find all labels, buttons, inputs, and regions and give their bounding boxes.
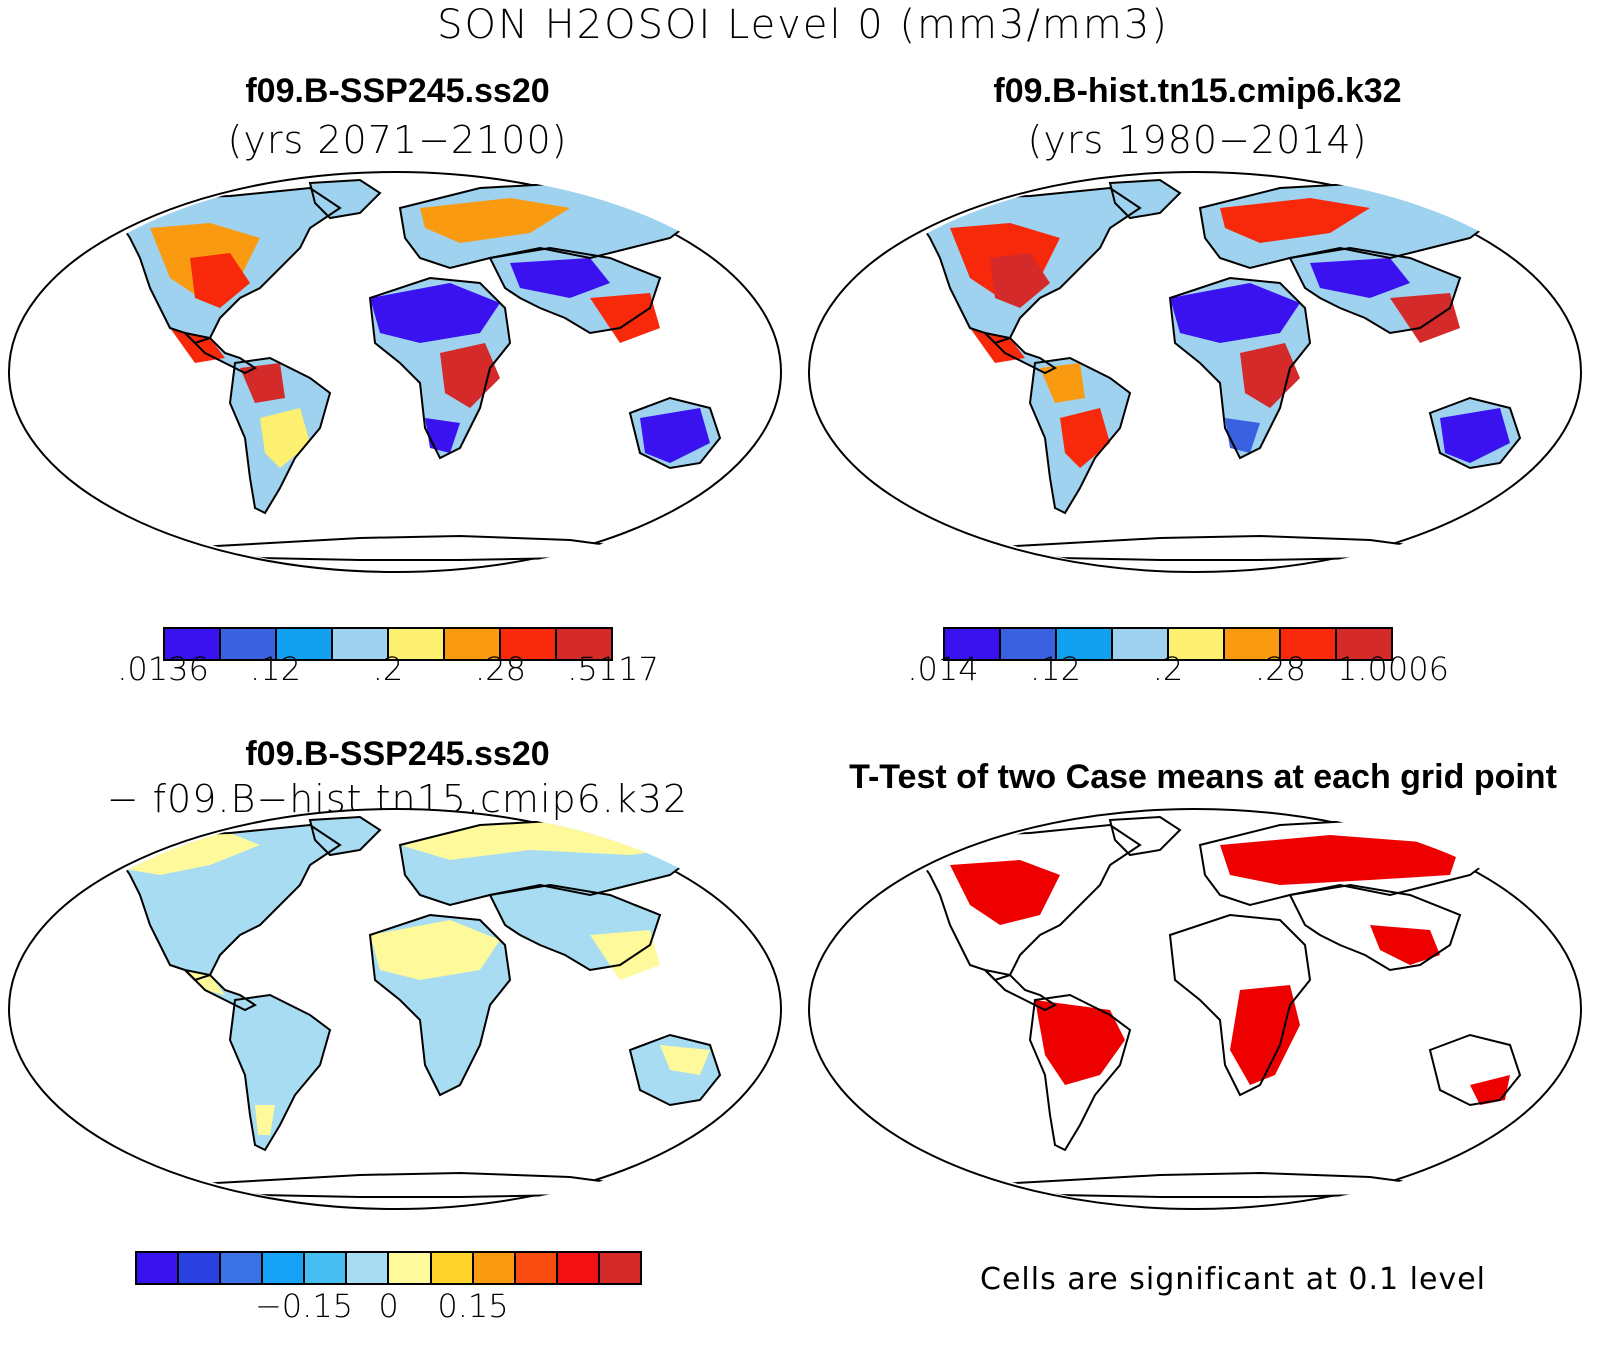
panel-subtitle-top-right: (yrs 1980−2014) bbox=[1027, 118, 1368, 162]
colorbar-swatch bbox=[1113, 629, 1169, 659]
panel-subtitle-top-left: (yrs 2071−2100) bbox=[227, 118, 568, 162]
colorbar-swatch bbox=[501, 629, 557, 659]
colorbar-swatch bbox=[945, 629, 1001, 659]
colorbar-bottom-left bbox=[135, 1251, 642, 1285]
significance-note: Cells are significant at 0.1 level bbox=[980, 1262, 1487, 1297]
colorbar-tick-label: .2 bbox=[1152, 650, 1184, 688]
colorbar-swatch bbox=[389, 629, 445, 659]
colorbar-swatch bbox=[557, 629, 611, 659]
colorbar-swatch bbox=[165, 629, 221, 659]
colorbar-tick-label: .28 bbox=[475, 650, 526, 688]
colorbar-swatch bbox=[1169, 629, 1225, 659]
colorbar-labels-top-right: .014 .12 .2 .28 1.0006 bbox=[907, 650, 1449, 694]
colorbar-swatch bbox=[137, 1253, 180, 1283]
colorbar-swatch bbox=[179, 1253, 222, 1283]
colorbar-labels-top-left: .0136 .12 .2 .28 .5117 bbox=[117, 650, 659, 694]
colorbar-swatch bbox=[431, 1253, 474, 1283]
figure-title: SON H2OSOI Level 0 (mm3/mm3) bbox=[437, 2, 1169, 48]
colorbar-swatch bbox=[263, 1253, 306, 1283]
colorbar-swatch bbox=[221, 629, 277, 659]
colorbar-tick-label: .12 bbox=[1030, 650, 1081, 688]
colorbar-tick-label: .014 bbox=[907, 650, 979, 688]
colorbar-tick-label: −0.15 bbox=[254, 1287, 354, 1325]
colorbar-swatch bbox=[221, 1253, 264, 1283]
colorbar-swatch bbox=[347, 1253, 390, 1283]
colorbar-swatch bbox=[277, 629, 333, 659]
colorbar-tick-label: .2 bbox=[372, 650, 404, 688]
panel-title-bottom-left: f09.B-SSP245.ss20 bbox=[245, 735, 550, 773]
colorbar-swatch bbox=[305, 1253, 348, 1283]
colorbar-swatch bbox=[1057, 629, 1113, 659]
panel-title-bottom-right: T-Test of two Case means at each grid po… bbox=[849, 758, 1557, 796]
colorbar-swatch bbox=[1337, 629, 1391, 659]
colorbar-tick-label: .0136 bbox=[117, 650, 209, 688]
colorbar-labels-bottom-left: −0.15 0 0.15 bbox=[135, 1287, 642, 1331]
map-bottom-left bbox=[8, 808, 782, 1210]
colorbar-swatch bbox=[445, 629, 501, 659]
colorbar-top-left bbox=[163, 627, 613, 661]
colorbar-swatch bbox=[1225, 629, 1281, 659]
panel-title-top-left: f09.B-SSP245.ss20 bbox=[245, 72, 550, 110]
colorbar-top-right bbox=[943, 627, 1393, 661]
colorbar-tick-label: .5117 bbox=[567, 650, 659, 688]
colorbar-tick-label: 1.0006 bbox=[1337, 650, 1449, 688]
colorbar-swatch bbox=[1001, 629, 1057, 659]
colorbar-swatch bbox=[1281, 629, 1337, 659]
map-top-right bbox=[808, 171, 1582, 573]
colorbar-swatch bbox=[557, 1253, 600, 1283]
map-bottom-right bbox=[808, 808, 1582, 1210]
colorbar-swatch bbox=[473, 1253, 516, 1283]
colorbar-swatch bbox=[515, 1253, 558, 1283]
panel-title-top-right: f09.B-hist.tn15.cmip6.k32 bbox=[993, 72, 1402, 110]
colorbar-tick-label: .28 bbox=[1255, 650, 1306, 688]
map-top-left bbox=[8, 171, 782, 573]
colorbar-tick-label: 0 bbox=[378, 1287, 399, 1325]
colorbar-tick-label: 0.15 bbox=[437, 1287, 509, 1325]
colorbar-swatch bbox=[599, 1253, 640, 1283]
colorbar-tick-label: .12 bbox=[250, 650, 301, 688]
colorbar-swatch bbox=[333, 629, 389, 659]
colorbar-swatch bbox=[389, 1253, 432, 1283]
